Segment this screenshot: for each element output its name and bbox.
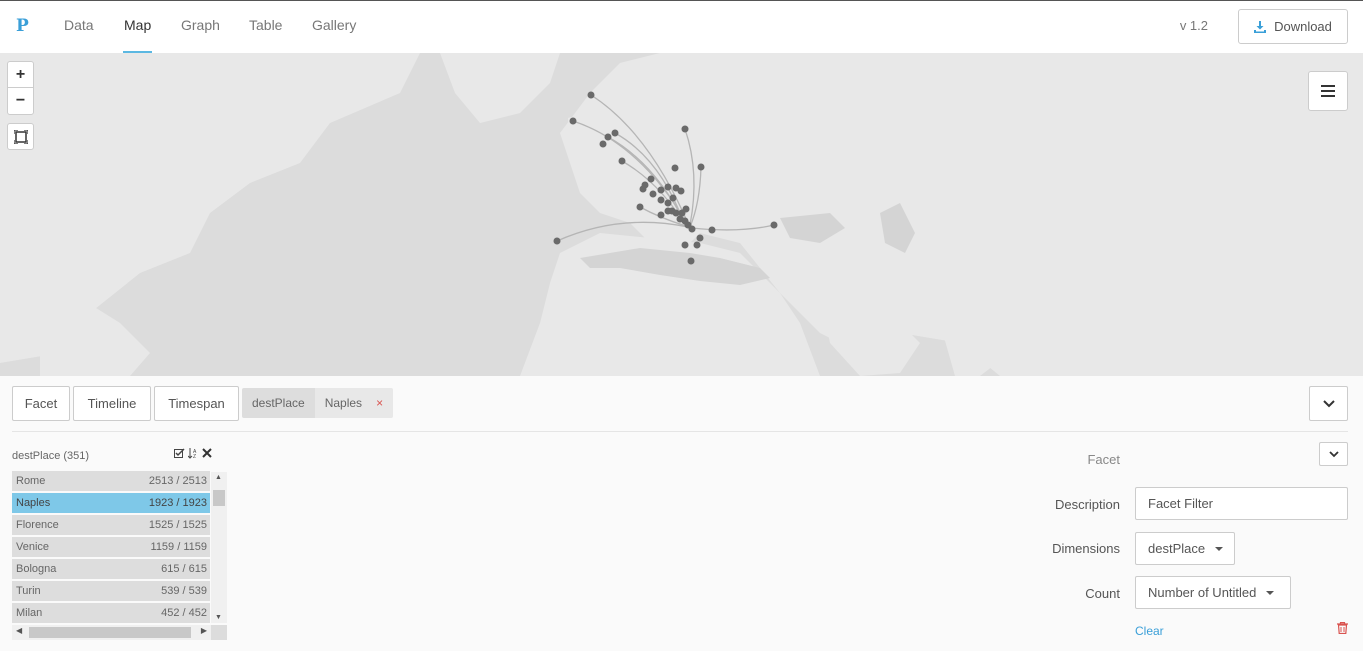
filter-key: destPlace bbox=[242, 388, 315, 418]
svg-text:Z: Z bbox=[193, 454, 196, 459]
scroll-down-icon[interactable]: ▼ bbox=[215, 614, 222, 621]
tab-map[interactable]: Map bbox=[122, 17, 153, 53]
version-label: v 1.2 bbox=[1179, 18, 1208, 33]
scroll-left-icon[interactable]: ◀ bbox=[16, 626, 23, 635]
collapse-panel-button[interactable] bbox=[1309, 386, 1348, 421]
scroll-thumb[interactable] bbox=[213, 490, 225, 506]
dimensions-label: Dimensions bbox=[1052, 541, 1120, 556]
hamburger-icon bbox=[1321, 85, 1335, 97]
tab-table[interactable]: Table bbox=[249, 17, 283, 33]
facet-row-name: Bologna bbox=[16, 563, 57, 575]
tab-gallery[interactable]: Gallery bbox=[312, 17, 357, 33]
layers-menu-button[interactable] bbox=[1308, 71, 1348, 111]
count-label: Count bbox=[1085, 586, 1120, 601]
facet-row-name: Turin bbox=[16, 585, 41, 597]
facet-row-name: Milan bbox=[16, 607, 43, 619]
zoom-control: + − bbox=[7, 61, 34, 115]
remove-filter-button[interactable]: × bbox=[376, 396, 384, 410]
world-map bbox=[0, 53, 1363, 376]
facet-row-turin[interactable]: Turin 539 / 539 bbox=[12, 581, 210, 601]
facet-title: destPlace (351) bbox=[12, 450, 90, 462]
download-icon bbox=[1254, 20, 1267, 33]
fit-bounds-button[interactable] bbox=[7, 123, 34, 150]
scroll-right-icon[interactable]: ▶ bbox=[200, 626, 207, 635]
map-view[interactable]: + − bbox=[0, 53, 1363, 376]
svg-text:A: A bbox=[193, 449, 197, 455]
facet-list: Rome 2513 / 2513 Naples 1923 / 1923 Floren… bbox=[12, 471, 210, 625]
sort-icon[interactable]: AZ bbox=[188, 448, 199, 459]
caret-down-icon bbox=[1215, 546, 1224, 551]
facet-row-milan[interactable]: Milan 452 / 452 bbox=[12, 603, 210, 623]
facet-horizontal-scrollbar[interactable]: ◀ ▶ bbox=[12, 625, 211, 640]
divider bbox=[12, 431, 1348, 432]
facet-row-florence[interactable]: Florence 1525 / 1525 bbox=[12, 515, 210, 535]
dimensions-select[interactable]: destPlace bbox=[1135, 532, 1235, 565]
download-label: Download bbox=[1274, 19, 1332, 34]
facet-row-rome[interactable]: Rome 2513 / 2513 bbox=[12, 471, 210, 491]
timespan-button[interactable]: Timespan bbox=[154, 386, 239, 421]
scroll-thumb[interactable] bbox=[29, 627, 191, 638]
facet-row-name: Florence bbox=[16, 519, 59, 531]
top-navbar: P Data Map Graph Table Gallery v 1.2 Dow… bbox=[0, 0, 1363, 53]
count-value: Number of Untitled bbox=[1148, 585, 1257, 600]
chevron-down-icon bbox=[1328, 450, 1339, 457]
tab-data[interactable]: Data bbox=[64, 17, 94, 33]
description-input[interactable]: Facet Filter bbox=[1135, 487, 1348, 520]
facet-row-bologna[interactable]: Bologna 615 / 615 bbox=[12, 559, 210, 579]
zoom-in-button[interactable]: + bbox=[8, 62, 33, 88]
settings-header: Facet bbox=[1087, 452, 1120, 467]
count-select[interactable]: Number of Untitled bbox=[1135, 576, 1291, 609]
trash-icon[interactable] bbox=[1337, 622, 1348, 634]
facet-row-name: Venice bbox=[16, 541, 50, 553]
select-all-icon[interactable] bbox=[174, 448, 185, 459]
download-button[interactable]: Download bbox=[1238, 9, 1348, 44]
scrollbar-corner bbox=[211, 625, 227, 640]
tab-graph[interactable]: Graph bbox=[181, 17, 220, 33]
filter-value-group: Naples × bbox=[314, 388, 394, 418]
timeline-button[interactable]: Timeline bbox=[73, 386, 151, 421]
chevron-down-icon bbox=[1322, 399, 1335, 407]
facet-row-count: 1159 / 1159 bbox=[150, 541, 207, 553]
facet-row-venice[interactable]: Venice 1159 / 1159 bbox=[12, 537, 210, 557]
facet-row-count: 452 / 452 bbox=[161, 607, 207, 619]
facet-row-count: 1923 / 1923 bbox=[148, 497, 207, 509]
fit-bounds-icon bbox=[13, 129, 28, 144]
description-label: Description bbox=[1054, 497, 1120, 512]
facet-row-name: Naples bbox=[16, 497, 51, 509]
facet-row-count: 539 / 539 bbox=[161, 585, 207, 597]
facet-row-count: 615 / 615 bbox=[161, 563, 207, 575]
facet-row-naples[interactable]: Naples 1923 / 1923 bbox=[12, 493, 210, 513]
active-filter-chip: destPlace Naples × bbox=[242, 388, 394, 418]
zoom-out-button[interactable]: − bbox=[15, 92, 26, 109]
app-logo[interactable]: P bbox=[16, 16, 29, 36]
filter-panel: Facet Timeline Timespan destPlace Naples… bbox=[0, 376, 1363, 651]
dimensions-value: destPlace bbox=[1148, 541, 1206, 556]
facet-vertical-scrollbar[interactable]: ▲ ▼ bbox=[211, 472, 227, 623]
facet-row-count: 1525 / 1525 bbox=[148, 519, 207, 531]
facet-button[interactable]: Facet bbox=[12, 386, 70, 421]
filter-value: Naples bbox=[324, 396, 363, 410]
clear-link[interactable]: Clear bbox=[1135, 624, 1164, 638]
caret-down-icon bbox=[1266, 590, 1275, 595]
facet-type-dropdown[interactable] bbox=[1319, 442, 1348, 466]
scroll-up-icon[interactable]: ▲ bbox=[215, 474, 222, 481]
clear-facet-icon[interactable] bbox=[202, 448, 212, 458]
facet-row-name: Rome bbox=[16, 475, 46, 487]
facet-row-count: 2513 / 2513 bbox=[148, 475, 207, 487]
